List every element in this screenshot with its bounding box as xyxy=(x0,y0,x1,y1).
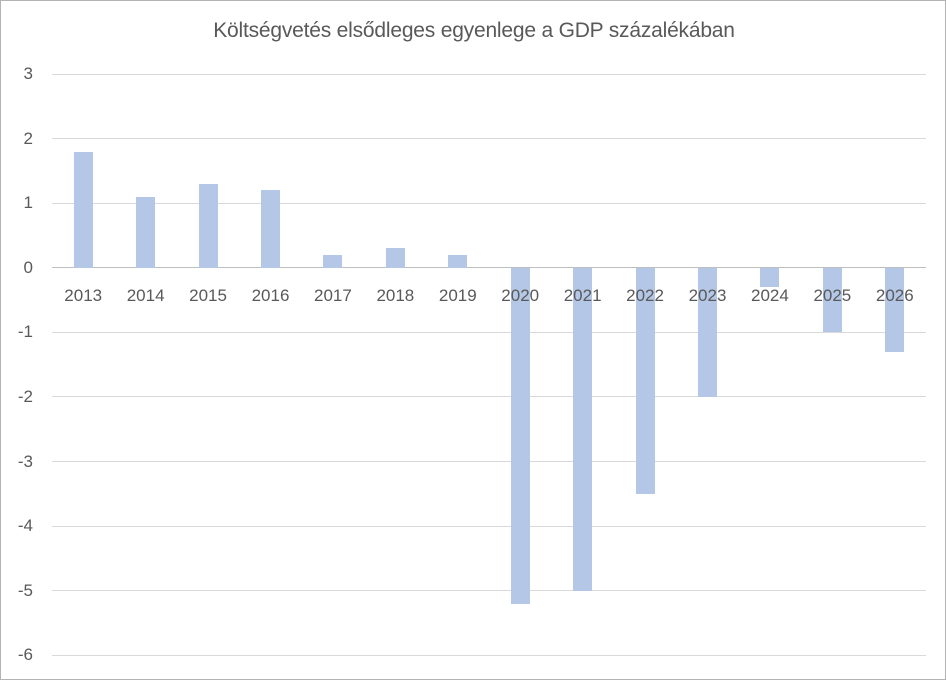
y-tick-label: -1 xyxy=(17,322,33,342)
y-tick-label: 1 xyxy=(23,193,33,213)
bar-2024 xyxy=(760,267,780,288)
chart-title: Költségvetés elsődleges egyenlege a GDP … xyxy=(213,19,735,42)
bar-2013 xyxy=(73,151,93,268)
y-tick-label: -3 xyxy=(17,451,33,471)
x-tick-label: 2020 xyxy=(501,285,540,305)
x-tick-label: 2014 xyxy=(126,285,165,305)
gridline xyxy=(52,654,926,656)
y-tick-label: -2 xyxy=(17,386,33,406)
x-tick-label: 2016 xyxy=(251,285,290,305)
x-tick-label: 2013 xyxy=(64,285,103,305)
x-tick-label: 2025 xyxy=(813,285,852,305)
y-tick-label: -4 xyxy=(17,516,33,536)
gridline xyxy=(52,73,926,75)
gridline xyxy=(52,202,926,204)
bar-2021 xyxy=(573,267,593,591)
x-tick-label: 2024 xyxy=(751,285,789,305)
y-tick-label: -5 xyxy=(17,580,33,600)
y-tick-label: 2 xyxy=(23,128,33,148)
gridline xyxy=(52,461,926,463)
x-tick-label: 2026 xyxy=(875,285,914,305)
bar-2017 xyxy=(323,254,343,268)
x-tick-label: 2021 xyxy=(563,285,602,305)
gridline xyxy=(52,396,926,398)
x-tick-label: 2017 xyxy=(314,285,352,305)
gridline xyxy=(52,138,926,140)
y-tick-label: -6 xyxy=(17,645,33,665)
bar-2015 xyxy=(198,183,218,268)
y-tick-label: 3 xyxy=(23,64,33,83)
x-tick-label: 2019 xyxy=(438,285,477,305)
zero-axis-line xyxy=(52,267,926,269)
y-tick-label: 0 xyxy=(23,257,33,277)
x-tick-label: 2015 xyxy=(189,285,227,305)
gridline xyxy=(52,331,926,333)
bar-2025 xyxy=(822,267,842,333)
bar-2022 xyxy=(635,267,655,494)
bar-2018 xyxy=(385,248,405,268)
bar-2016 xyxy=(261,190,280,268)
bar-2020 xyxy=(510,267,530,604)
bar-2014 xyxy=(136,196,156,268)
x-tick-label: 2023 xyxy=(688,285,727,305)
x-tick-label: 2018 xyxy=(376,285,415,305)
bar-2026 xyxy=(885,267,905,352)
bar-2019 xyxy=(448,254,468,268)
gridline xyxy=(52,590,926,592)
x-tick-label: 2022 xyxy=(626,285,664,305)
gridline xyxy=(52,525,926,527)
bar-2023 xyxy=(698,267,717,397)
